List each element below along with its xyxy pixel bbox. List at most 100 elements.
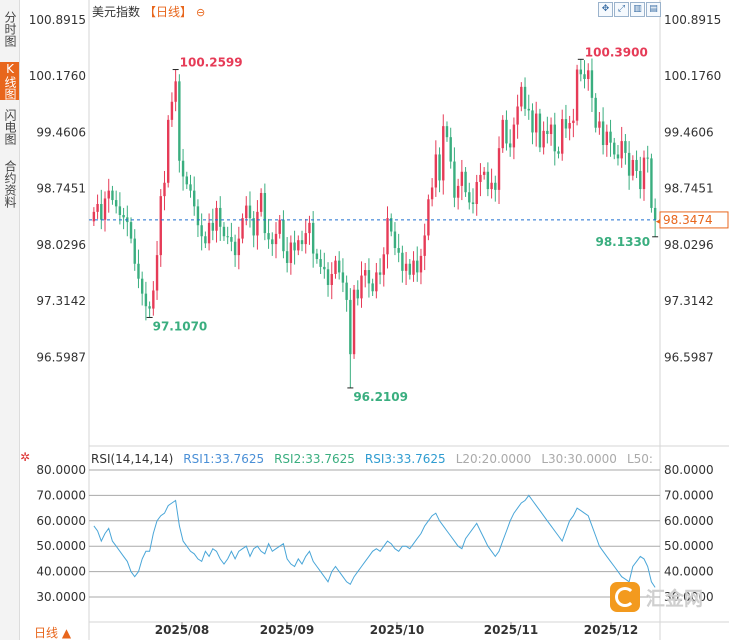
candle-body [501,119,504,149]
candle-body [334,260,337,274]
annotation-label: 96.2109 [353,390,408,404]
candle-body [200,225,203,237]
rsi-y-tick-right: 40.0000 [664,565,714,579]
candle-body [356,289,359,299]
period-button[interactable]: 日线 ▲ [34,626,72,640]
candle-body [542,130,545,148]
candle-body [226,236,229,238]
sidebar-tab-1[interactable]: K线图 [0,62,19,100]
candle-body [107,190,110,199]
candle-body [230,237,233,242]
y-tick-right: 96.5987 [664,350,714,364]
current-price-label: 98.3474 [663,213,713,227]
candle-body [133,238,136,264]
watermark-text: 汇金网 [646,587,704,610]
y-tick-left: 97.3142 [36,294,86,308]
sidebar-tab-3[interactable]: 合约资料 [3,160,17,208]
chart-title: 美元指数 【日线】 ⊖ [92,3,205,20]
rsi-y-tick-left: 70.0000 [36,488,86,502]
candle-body [237,238,241,256]
candle-body [207,222,211,244]
x-tick-label: 2025/10 [370,623,424,637]
candle-body [311,222,315,254]
y-tick-left: 100.1760 [29,69,86,83]
candle-body [111,190,114,201]
candle-body [100,204,103,220]
candle-body [189,184,192,191]
candle-body [92,211,96,222]
l50-value: L50: [626,452,653,466]
candle-body [215,207,218,231]
y-tick-right: 98.0296 [664,238,714,252]
gear-icon[interactable]: ⊖ [196,6,206,19]
candle-body [185,176,188,185]
rsi-y-tick-right: 80.0000 [664,463,714,477]
candle-body [148,306,151,309]
chart-icon[interactable]: ▤ [646,2,661,17]
candle-body [114,200,118,207]
candle-body [352,289,356,355]
candle-body [635,159,638,171]
candle-body [427,199,430,236]
rsi-line [93,494,656,588]
candle-body [561,119,564,154]
x-tick-label: 2025/11 [484,623,538,637]
candle-body [512,124,516,148]
candle-body [155,255,159,291]
candle-body [520,86,523,107]
bars-icon[interactable]: ▥ [630,2,645,17]
y-tick-left: 99.4606 [36,125,86,139]
candle-body [549,124,553,135]
candle-body [252,218,255,236]
sidebar-tab-0[interactable]: 分时图 [3,11,17,47]
candle-body [486,171,490,190]
candle-body [479,174,482,182]
current-price-arrow: ◂ [656,217,661,227]
candle-body [416,260,419,273]
move-icon[interactable]: ✥ [598,2,613,17]
candle-body [494,182,497,190]
candle-body [531,110,534,133]
rsi1-value: RSI1:33.7625 [183,452,265,466]
candle-body [579,69,582,75]
candle-body [587,70,590,79]
gold-logo-icon [610,582,640,612]
rsi-y-tick-left: 60.0000 [36,514,86,528]
candle-body [297,240,300,251]
candle-body [639,170,642,190]
rsi-y-tick-left: 30.0000 [36,590,86,604]
rsi-y-tick-right: 50.0000 [664,539,714,553]
candle-body [412,260,415,275]
candle-body [364,270,367,276]
candle-body [382,254,385,275]
sidebar-tab-2[interactable]: 闪电图 [3,109,17,145]
rsi-y-tick-right: 70.0000 [664,488,714,502]
candle-body [144,293,148,307]
candle-body [345,282,348,300]
candle-body [167,119,170,183]
candle-body [248,205,252,219]
candle-body [564,119,568,129]
candle-body [308,222,311,234]
candle-body [289,242,293,263]
candle-body [590,70,594,98]
candle-body [557,151,560,154]
candle-body [605,131,609,146]
annotation-label: 98.1330 [595,235,650,249]
candle-body [490,182,493,190]
candle-body [464,171,467,193]
fullscreen-icon[interactable]: ⤢ [614,2,629,17]
y-tick-left: 98.0296 [36,238,86,252]
annotation-label: 97.1070 [153,319,208,333]
candle-body [219,207,222,227]
x-tick-label: 2025/09 [260,623,314,637]
l20-value: L20:20.0000 [455,452,532,466]
rsi-settings-icon[interactable]: ✲ [20,450,31,464]
candle-body [386,218,389,255]
period-label[interactable]: 【日线】 [144,5,193,19]
candle-body [163,182,166,197]
candle-body [475,181,478,204]
candle-body [616,154,620,159]
instrument-name: 美元指数 [92,5,141,19]
candle-body [140,278,144,294]
